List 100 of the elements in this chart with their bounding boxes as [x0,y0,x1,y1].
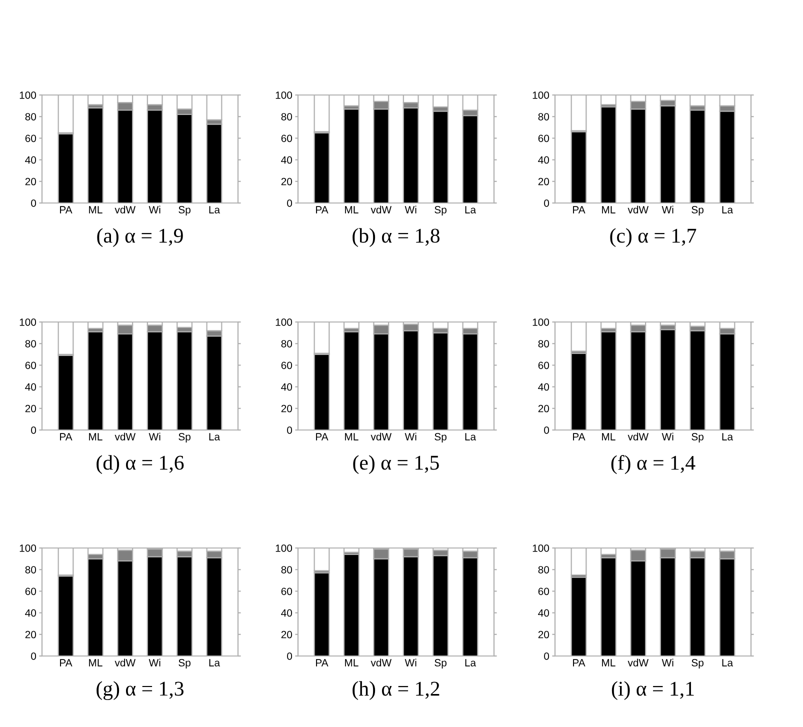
x-tick-label: Sp [692,659,704,668]
x-tick-label: PA [316,659,328,666]
y-tick-label: 20 [281,178,292,186]
y-tick-label: 20 [25,404,36,412]
x-tick-label: ML [345,206,358,214]
x-tick-label: vdW [114,206,136,214]
y-tick-label: 40 [281,156,292,164]
x-tick-label: vdW [370,432,392,440]
y-tick-label: 60 [281,362,292,370]
x-tick-label: La [465,433,476,440]
x-tick-label: vdW [114,658,136,666]
x-tick-label: vdW [114,432,136,440]
y-tick-label: 80 [25,113,36,120]
y-tick-label: 40 [25,383,36,391]
x-tick-label: PA [573,659,586,666]
x-tick-label: Sp [692,206,704,216]
x-tick-label: Sp [178,206,190,216]
x-tick-label: ML [89,659,102,666]
y-tick-label: 0 [287,200,292,207]
x-tick-label: PA [573,433,586,440]
x-tick-label: Wi [148,658,160,666]
y-tick-label: 0 [287,426,292,434]
x-tick-label: ML [89,206,102,214]
y-tick-label: 0 [31,426,36,434]
x-tick-label: Sp [434,433,446,442]
y-tick-label: 20 [281,630,292,638]
y-tick-label: 60 [538,588,550,596]
y-tick-label: 60 [25,362,36,370]
y-tick-label: 60 [538,362,550,370]
x-tick-label: Sp [434,206,446,216]
x-tick-label: La [722,433,734,440]
x-tick-label: La [465,659,476,666]
y-tick-label: 80 [25,566,36,574]
x-tick-label: PA [60,659,72,666]
y-tick-label: 60 [281,134,292,142]
y-tick-label: 100 [20,92,36,99]
x-tick-label: Wi [404,432,416,440]
y-tick-label: 40 [538,156,550,164]
y-tick-label: 20 [538,178,550,186]
x-tick-label: Sp [692,433,704,442]
y-tick-label: 100 [20,544,36,552]
y-tick-label: 40 [538,609,550,617]
y-tick-label: 100 [532,318,550,326]
y-tick-label: 80 [538,566,550,574]
text: (e) α = 1,5 [353,455,439,474]
y-tick-label: 40 [281,609,292,617]
y-tick-label: 80 [281,340,292,348]
y-tick-label: 80 [25,340,36,348]
x-tick-label: ML [602,206,616,214]
x-tick-label: Wi [404,658,416,666]
text: (c) α = 1,7 [610,228,696,248]
x-tick-label: vdW [370,206,392,214]
y-tick-label: 40 [25,609,36,617]
x-tick-label: ML [89,433,102,440]
x-tick-label: Sp [434,659,446,668]
y-tick-label: 0 [544,652,550,660]
text: (b) α = 1,8 [352,228,440,248]
x-tick-label: Sp [178,659,190,668]
y-tick-label: 0 [544,200,550,207]
x-tick-label: Wi [662,658,674,666]
x-tick-label: vdW [628,206,649,214]
y-tick-label: 20 [538,404,550,412]
y-tick-label: 100 [276,92,292,99]
y-tick-label: 100 [20,318,36,326]
y-tick-label: 40 [281,383,292,391]
y-tick-label: 100 [276,544,292,552]
x-tick-label: PA [316,206,328,214]
x-tick-label: PA [60,206,72,214]
y-tick-label: 60 [281,588,292,596]
x-tick-label: La [722,659,734,666]
y-tick-label: 40 [25,156,36,164]
y-tick-label: 40 [538,383,550,391]
y-tick-label: 20 [538,630,550,638]
y-tick-label: 60 [25,134,36,142]
y-tick-label: 0 [544,426,550,434]
text: (f) α = 1,4 [611,455,696,474]
y-tick-label: 80 [538,340,550,348]
y-tick-label: 0 [31,200,36,207]
y-tick-label: 100 [276,318,292,326]
y-tick-label: 0 [31,652,36,660]
x-tick-label: ML [602,433,616,440]
x-tick-label: La [722,206,734,214]
x-tick-label: La [209,206,220,214]
x-tick-label: vdW [370,658,392,666]
x-tick-label: La [209,659,220,666]
text: (i) α = 1,1 [612,681,694,700]
y-tick-label: 80 [281,113,292,120]
x-tick-label: Wi [662,432,674,440]
y-tick-label: 80 [281,566,292,574]
y-tick-label: 20 [281,404,292,412]
x-tick-label: PA [60,433,72,440]
y-tick-label: 80 [538,113,550,120]
x-tick-label: Wi [148,206,160,214]
y-tick-label: 60 [25,588,36,596]
text: (d) α = 1,6 [96,455,184,474]
y-tick-label: 20 [25,178,36,186]
x-tick-label: La [209,433,220,440]
y-tick-label: 100 [532,92,550,99]
y-tick-label: 100 [532,544,550,552]
y-tick-label: 20 [25,630,36,638]
